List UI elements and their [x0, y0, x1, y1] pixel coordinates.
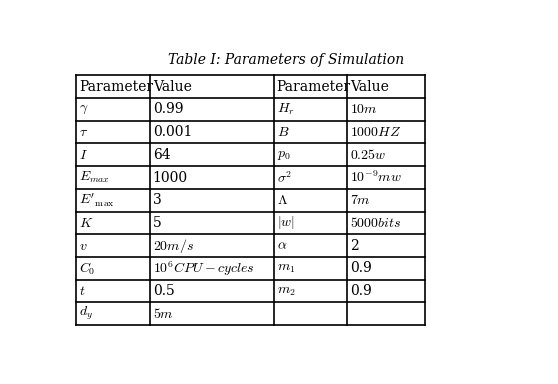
Text: $E'_{\mathrm{max}}$: $E'_{\mathrm{max}}$ — [79, 192, 115, 209]
Text: $10m$: $10m$ — [350, 103, 378, 116]
Text: 3: 3 — [153, 193, 161, 207]
Text: $v$: $v$ — [79, 239, 88, 253]
Text: Value: Value — [350, 80, 389, 94]
Text: $20m/s$: $20m/s$ — [153, 237, 194, 255]
Text: $m_1$: $m_1$ — [277, 262, 295, 275]
Text: 1000: 1000 — [153, 170, 188, 185]
Text: $I$: $I$ — [79, 148, 88, 162]
Text: 0.5: 0.5 — [153, 284, 175, 298]
Text: $\gamma$: $\gamma$ — [79, 103, 89, 116]
Text: 2: 2 — [350, 239, 359, 253]
Text: $5000bits$: $5000bits$ — [350, 216, 402, 230]
Text: $0.25w$: $0.25w$ — [350, 148, 387, 162]
Text: $K$: $K$ — [79, 216, 93, 230]
Text: $|w|$: $|w|$ — [277, 215, 295, 232]
Text: Parameter: Parameter — [277, 80, 351, 94]
Text: $H_r$: $H_r$ — [277, 102, 295, 117]
Text: Value: Value — [153, 80, 191, 94]
Text: $m_2$: $m_2$ — [277, 284, 295, 298]
Text: $\Lambda$: $\Lambda$ — [277, 193, 288, 207]
Text: $B$: $B$ — [277, 125, 289, 139]
Text: $d_y$: $d_y$ — [79, 305, 93, 323]
Text: 0.9: 0.9 — [350, 262, 372, 275]
Text: 0.9: 0.9 — [350, 284, 372, 298]
Text: $5m$: $5m$ — [153, 307, 174, 321]
Text: Parameter: Parameter — [79, 80, 153, 94]
Text: $\sigma^2$: $\sigma^2$ — [277, 170, 292, 185]
Text: $\alpha$: $\alpha$ — [277, 239, 287, 253]
Text: $10^6CPU-cycles$: $10^6CPU-cycles$ — [153, 259, 254, 278]
Text: $10^{-9}mw$: $10^{-9}mw$ — [350, 170, 402, 185]
Text: 64: 64 — [153, 148, 170, 162]
Text: $E_{max}$: $E_{max}$ — [79, 170, 110, 185]
Text: $p_0$: $p_0$ — [277, 148, 291, 162]
Text: 5: 5 — [153, 216, 161, 230]
Text: $\tau$: $\tau$ — [79, 125, 88, 139]
Text: 0.001: 0.001 — [153, 125, 192, 139]
Text: 0.99: 0.99 — [153, 103, 183, 116]
Text: $1000HZ$: $1000HZ$ — [350, 125, 402, 139]
Text: Table I: Parameters of Simulation: Table I: Parameters of Simulation — [168, 53, 404, 67]
Text: $C_0$: $C_0$ — [79, 260, 95, 276]
Text: $7m$: $7m$ — [350, 193, 371, 207]
Text: $t$: $t$ — [79, 284, 85, 298]
